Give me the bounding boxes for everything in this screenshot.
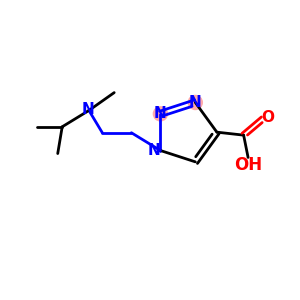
Text: O: O [261,110,274,125]
Text: N: N [148,143,160,158]
Text: N: N [82,102,95,117]
Text: N: N [189,95,202,110]
Circle shape [188,95,203,110]
Text: OH: OH [234,156,262,174]
Circle shape [153,106,168,122]
Text: N: N [154,106,167,121]
